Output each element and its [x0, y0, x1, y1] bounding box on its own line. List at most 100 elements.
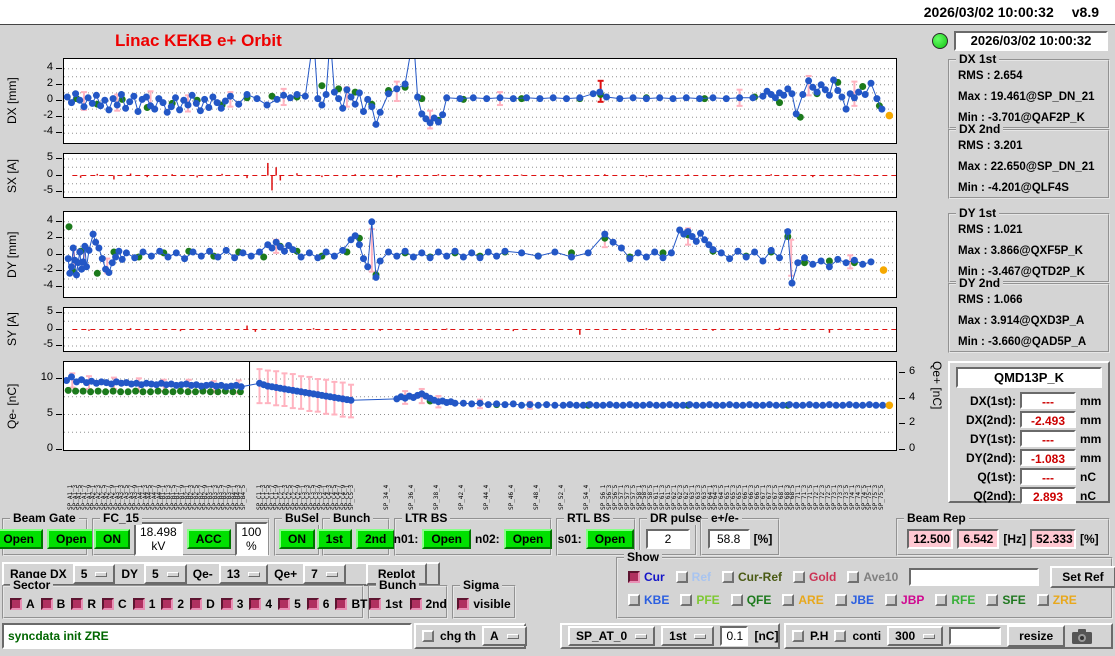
option-menu-icon	[506, 633, 519, 639]
checkbox-icon[interactable]	[680, 594, 693, 606]
sector-item-4[interactable]: 4	[249, 597, 272, 611]
checkbox-icon[interactable]	[190, 597, 203, 610]
show-jbe-item[interactable]: JBE	[834, 593, 874, 607]
checkbox-icon[interactable]	[40, 597, 53, 610]
fc15-on-button[interactable]: ON	[94, 528, 130, 549]
checkbox-icon[interactable]	[935, 594, 948, 606]
qmd-row-unit: mm	[1080, 393, 1102, 408]
ref-name-input[interactable]	[909, 568, 1040, 586]
checkbox-icon[interactable]	[249, 597, 262, 610]
fc15-kv-field[interactable]: 18.498 kV	[134, 521, 183, 556]
show-ref-item[interactable]: Ref	[675, 570, 711, 584]
chg-th-checkbox[interactable]	[422, 630, 434, 642]
sector-item-2[interactable]: 2	[161, 597, 184, 611]
show-ave10-item[interactable]: Ave10	[847, 570, 898, 584]
bunch-select-menu[interactable]: 1st	[661, 626, 715, 646]
checkbox-icon[interactable]	[10, 597, 22, 610]
show-gold-item[interactable]: Gold	[793, 570, 836, 584]
qmd-device-name[interactable]: QMD13P_K	[956, 367, 1102, 388]
checkbox-icon[interactable]	[675, 571, 688, 583]
range-qe-minus-menu[interactable]: 13	[218, 564, 269, 584]
threshold-field[interactable]: 0.1	[720, 626, 749, 646]
sector-item-6[interactable]: 6	[306, 597, 329, 611]
range-qe-plus-menu[interactable]: 7	[303, 564, 346, 584]
checkbox-icon[interactable]	[335, 597, 348, 610]
range-dx-menu[interactable]: 5	[72, 564, 116, 584]
checkbox-icon[interactable]	[369, 597, 382, 610]
bunch-2nd-checkbox-item[interactable]: 2nd	[409, 597, 447, 611]
checkbox-icon[interactable]	[1036, 594, 1049, 606]
sector-item-3[interactable]: 3	[220, 597, 243, 611]
sector-item-c[interactable]: C	[102, 597, 127, 611]
option-menu-icon	[923, 633, 936, 639]
ph-checkbox[interactable]	[792, 630, 804, 642]
sector-item-r[interactable]: R	[71, 597, 96, 611]
beam-gate-open-button-1[interactable]: Open	[0, 528, 43, 549]
show-sfe-item[interactable]: SFE	[986, 593, 1026, 607]
show-zre-item[interactable]: ZRE	[1036, 593, 1077, 607]
checkbox-icon[interactable]	[730, 594, 743, 606]
resize-button[interactable]: resize	[1007, 625, 1066, 647]
sector-item-5[interactable]: 5	[278, 597, 301, 611]
rtl-s01-open-button[interactable]: Open	[585, 528, 635, 549]
spare-field[interactable]	[949, 627, 1002, 645]
sector-item-d[interactable]: D	[190, 597, 215, 611]
checkbox-icon[interactable]	[161, 597, 174, 610]
checkbox-icon[interactable]	[278, 597, 291, 610]
dy-1st-stats-group: DY 1st RMS : 1.021 Max : 3.866@QXF5P_K M…	[948, 206, 1110, 283]
sigma-visible-checkbox-item[interactable]: visible	[457, 597, 511, 611]
dr-pulse-field[interactable]: 2	[646, 528, 690, 549]
range-dy-menu[interactable]: 5	[144, 564, 187, 584]
show-pfe-item[interactable]: PFE	[680, 593, 720, 607]
busel-on-button[interactable]: ON	[279, 528, 315, 549]
checkbox-icon[interactable]	[306, 597, 319, 610]
checkbox-icon[interactable]	[986, 594, 999, 606]
chg-th-menu[interactable]: A	[482, 626, 527, 646]
sector-item-1[interactable]: 1	[132, 597, 155, 611]
checkbox-icon[interactable]	[834, 594, 847, 606]
checkbox-icon[interactable]	[628, 571, 640, 583]
show-kbe-item[interactable]: KBE	[628, 593, 669, 607]
ratio-field[interactable]: 58.8	[707, 528, 750, 549]
dy-plot-row: DY [mm] 4 2 0 -2 -4	[0, 211, 950, 298]
sector-item-bt[interactable]: BT	[335, 597, 367, 611]
interval-menu[interactable]: 300	[887, 626, 944, 646]
qmd-row-value: ---	[1020, 468, 1076, 485]
bunch-1st-button[interactable]: 1st	[316, 528, 352, 549]
conti-checkbox[interactable]	[834, 630, 847, 642]
ltr-n01-open-button[interactable]: Open	[422, 528, 471, 549]
sp-at-menu[interactable]: SP_AT_0	[568, 626, 656, 646]
checkbox-icon[interactable]	[220, 597, 233, 610]
checkbox-icon[interactable]	[409, 597, 422, 610]
bunch-1st-checkbox-item[interactable]: 1st	[369, 597, 403, 611]
show-jbp-item[interactable]: JBP	[885, 593, 924, 607]
checkbox-icon[interactable]	[885, 594, 898, 606]
camera-icon[interactable]	[1071, 628, 1093, 645]
show-cur-item[interactable]: Cur	[628, 570, 665, 584]
checkbox-icon[interactable]	[457, 597, 470, 610]
checkbox-icon[interactable]	[628, 594, 640, 606]
checkbox-icon[interactable]	[793, 571, 806, 583]
sector-item-b[interactable]: B	[40, 597, 65, 611]
bunch-2nd-button[interactable]: 2nd	[356, 528, 396, 549]
sector-item-a[interactable]: A	[10, 597, 35, 611]
min-value: Min : -3.701@QAF2P_K	[958, 112, 1085, 124]
show-rfe-item[interactable]: RFE	[935, 593, 975, 607]
show-qfe-item[interactable]: QFE	[730, 593, 771, 607]
checkbox-icon[interactable]	[782, 594, 795, 606]
fc15-percent-field[interactable]: 100 %	[234, 521, 268, 556]
checkbox-icon[interactable]	[71, 597, 84, 610]
sx-plot-row: SX [A] 5 0 -5	[0, 151, 950, 198]
checkbox-icon[interactable]	[847, 571, 860, 583]
show-are-item[interactable]: ARE	[782, 593, 824, 607]
show-cur-ref-item[interactable]: Cur-Ref	[722, 570, 782, 584]
rms-value: RMS : 1.021	[958, 224, 1023, 236]
min-value: Min : -3.660@QAD5P_A	[958, 336, 1087, 348]
checkbox-icon[interactable]	[722, 571, 735, 583]
ltr-n02-open-button[interactable]: Open	[503, 528, 553, 549]
fc15-acc-button[interactable]: ACC	[186, 528, 231, 549]
checkbox-icon[interactable]	[102, 597, 115, 610]
set-ref-button[interactable]: Set Ref	[1050, 566, 1115, 588]
checkbox-icon[interactable]	[132, 597, 145, 610]
beam-gate-open-button-2[interactable]: Open	[47, 528, 96, 549]
